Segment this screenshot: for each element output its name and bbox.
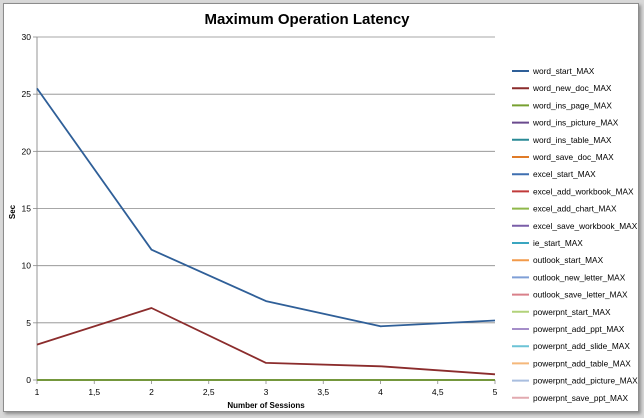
axes xyxy=(33,36,496,384)
legend-entry-label: powerpnt_add_picture_MAX xyxy=(533,376,638,386)
legend-entry-label: outlook_start_MAX xyxy=(533,255,604,265)
legend-entry-label: outlook_save_letter_MAX xyxy=(533,290,628,300)
y-tick-label: 25 xyxy=(22,89,32,99)
x-tick-label: 3,5 xyxy=(317,387,329,397)
x-tick-label: 2 xyxy=(149,387,154,397)
y-tick-label: 5 xyxy=(26,318,31,328)
legend-entry-label: word_new_doc_MAX xyxy=(532,83,612,93)
series-lines xyxy=(36,87,496,381)
legend-entry-label: excel_start_MAX xyxy=(533,169,596,179)
legend-entry-label: powerpnt_add_slide_MAX xyxy=(533,341,630,351)
y-axis-title: Sec xyxy=(8,204,17,219)
legend-entry-label: powerpnt_start_MAX xyxy=(533,307,611,317)
gridlines xyxy=(37,36,495,324)
x-tick-label: 1,5 xyxy=(88,387,100,397)
legend-entry-label: powerpnt_save_ppt_MAX xyxy=(533,393,628,403)
legend-entry-label: outlook_new_letter_MAX xyxy=(533,272,626,282)
y-tick-label: 0 xyxy=(26,375,31,385)
legend-entry-label: powerpnt_add_ppt_MAX xyxy=(533,324,625,334)
y-tick-label: 15 xyxy=(22,204,32,214)
legend-entry-label: word_ins_page_MAX xyxy=(532,100,612,110)
y-tick-label: 20 xyxy=(22,146,32,156)
legend-entry-label: word_ins_picture_MAX xyxy=(532,118,619,128)
legend-entry-label: word_start_MAX xyxy=(532,66,595,76)
legend-entry-label: word_ins_table_MAX xyxy=(532,135,612,145)
legend-entry-label: word_save_doc_MAX xyxy=(532,152,614,162)
legend-entry-label: ie_start_MAX xyxy=(533,238,583,248)
legend-entry-label: excel_save_workbook_MAX xyxy=(533,221,638,231)
legend-entry-label: excel_add_workbook_MAX xyxy=(533,186,634,196)
tick-labels: 0 5 10 15 20 25 30 1 1,5 2 2,5 3 3,5 4 4,5 5 xyxy=(22,32,498,397)
x-axis-title: Number of Sessions xyxy=(227,401,305,410)
chart-frame: Maximum Operation Latency 0 5 10 15 20 25 30 1 1… xyxy=(3,3,639,412)
x-tick-label: 4 xyxy=(378,387,383,397)
y-tick-label: 30 xyxy=(22,32,32,42)
chart-title: Maximum Operation Latency xyxy=(204,11,410,28)
legend-entry-label: powerpnt_add_table_MAX xyxy=(533,358,631,368)
x-tick-label: 1 xyxy=(35,387,40,397)
legend: word_start_MAX word_new_doc_MAX word_ins_p… xyxy=(512,66,638,403)
series-line xyxy=(36,87,496,328)
x-tick-label: 3 xyxy=(264,387,269,397)
y-tick-label: 10 xyxy=(22,261,32,271)
x-tick-label: 2,5 xyxy=(203,387,215,397)
series-line xyxy=(36,307,496,376)
x-tick-label: 5 xyxy=(493,387,498,397)
legend-entry-label: excel_add_chart_MAX xyxy=(533,204,617,214)
x-tick-label: 4,5 xyxy=(432,387,444,397)
